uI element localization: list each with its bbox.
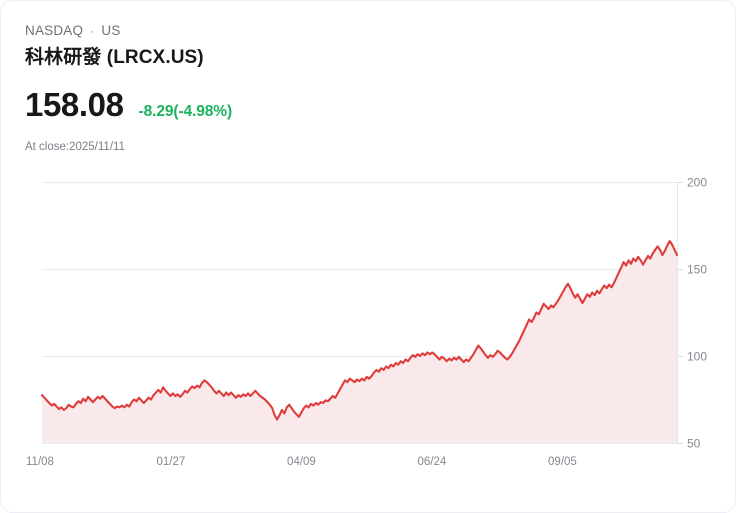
chart-x-axis-labels: 11/08 01/27 04/09 06/24 09/05: [26, 456, 577, 468]
x-axis-tick-label: 11/08: [26, 456, 54, 468]
y-axis-tick-label: 50: [687, 437, 701, 451]
price-chart-svg[interactable]: 200 150 100 50 11/08 01/27 04/09 06/24 09/05: [1, 166, 736, 476]
y-axis-tick-label: 150: [687, 263, 707, 277]
y-axis-tick-label: 200: [687, 176, 707, 190]
chart-y-axis-labels: 200 150 100 50: [687, 176, 707, 451]
x-axis-tick-label: 01/27: [156, 456, 185, 468]
market-status: At close:2025/11/11: [25, 141, 125, 153]
chart-line: [40, 240, 679, 421]
page-title: 科林研發 (LRCX.US): [25, 47, 204, 68]
chart-area-fill: [42, 241, 677, 443]
exchange-line: NASDAQ · US: [25, 23, 735, 39]
price-chart[interactable]: 200 150 100 50 11/08 01/27 04/09 06/24 09/05: [1, 166, 736, 476]
separator-dot: ·: [90, 24, 95, 38]
x-axis-tick-label: 04/09: [287, 456, 316, 468]
x-axis-tick-label: 09/05: [548, 456, 577, 468]
chart-gridlines: [42, 182, 683, 444]
x-axis-tick-label: 06/24: [418, 456, 447, 468]
last-price: 158.08: [25, 86, 124, 123]
quote-header: NASDAQ · US 科林研發 (LRCX.US) 158.08 -8.29(-4…: [1, 1, 735, 154]
region-label: US: [101, 23, 121, 38]
price-row: 158.08 -8.29(-4.98%): [25, 87, 735, 123]
y-axis-tick-label: 100: [687, 350, 707, 364]
exchange-name: NASDAQ: [25, 23, 84, 38]
price-change: -8.29(-4.98%): [138, 103, 233, 120]
